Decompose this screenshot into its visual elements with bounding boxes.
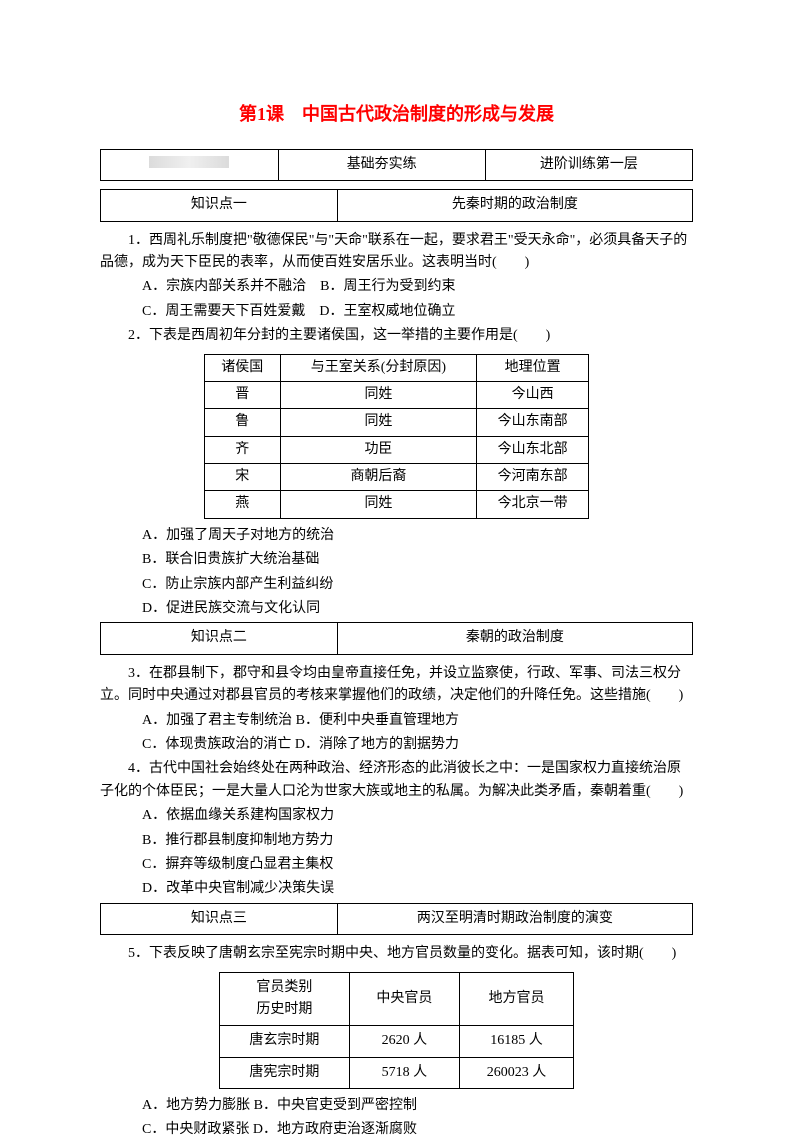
q1-text: 1．西周礼乐制度把"敬德保民"与"天命"联系在一起，要求君王"受天永命"，必须具… — [100, 230, 693, 275]
q4-optC: C．摒弃等级制度凸显君主集权 — [100, 854, 693, 876]
q4-text: 4．古代中国社会始终处在两种政治、经济形态的此消彼长之中：一是国家权力直接统治原… — [100, 758, 693, 803]
header-col2: 基础夯实练 — [278, 149, 485, 180]
q3-row1: A．加强了君主专制统治 B．便利中央垂直管理地方 — [100, 710, 693, 732]
page-title: 第1课 中国古代政治制度的形成与发展 — [100, 100, 693, 129]
q2-optB: B．联合旧贵族扩大统治基础 — [100, 549, 693, 571]
section3-label: 知识点三 — [101, 903, 338, 934]
header-table: 基础夯实练 进阶训练第一层 — [100, 149, 693, 181]
section1-table: 知识点一 先秦时期的政治制度 — [100, 189, 693, 221]
q2-optD: D．促进民族交流与文化认同 — [100, 598, 693, 620]
q1-row1: A．宗族内部关系并不融洽 B．周王行为受到约束 — [100, 276, 693, 298]
section2-table: 知识点二 秦朝的政治制度 — [100, 622, 693, 654]
q5-row2: C．中央财政紧张 D．地方政府吏治逐渐腐败 — [100, 1119, 693, 1141]
q4-optD: D．改革中央官制减少决策失误 — [100, 878, 693, 900]
q4-optA: A．依据血缘关系建构国家权力 — [100, 805, 693, 827]
header-col3: 进阶训练第一层 — [485, 149, 692, 180]
q2-table: 诸侯国 与王室关系(分封原因) 地理位置 晋同姓今山西 鲁同姓今山东南部 齐功臣… — [204, 354, 589, 519]
watermark — [149, 156, 229, 168]
q2-text: 2．下表是西周初年分封的主要诸侯国，这一举措的主要作用是( ) — [100, 325, 693, 347]
section2-label: 知识点二 — [101, 623, 338, 654]
q3-text: 3．在郡县制下，郡守和县令均由皇帝直接任免，并设立监察使，行政、军事、司法三权分… — [100, 663, 693, 708]
q2-optA: A．加强了周天子对地方的统治 — [100, 525, 693, 547]
q4-optB: B．推行郡县制度抑制地方势力 — [100, 830, 693, 852]
q1-row2: C．周王需要天下百姓爱戴 D．王室权威地位确立 — [100, 301, 693, 323]
section2-topic: 秦朝的政治制度 — [337, 623, 692, 654]
section1-topic: 先秦时期的政治制度 — [337, 190, 692, 221]
q5-text: 5．下表反映了唐朝玄宗至宪宗时期中央、地方官员数量的变化。据表可知，该时期( ) — [100, 943, 693, 965]
q2-optC: C．防止宗族内部产生利益纠纷 — [100, 574, 693, 596]
q3-row2: C．体现贵族政治的消亡 D．消除了地方的割据势力 — [100, 734, 693, 756]
section3-table: 知识点三 两汉至明清时期政治制度的演变 — [100, 903, 693, 935]
section3-topic: 两汉至明清时期政治制度的演变 — [337, 903, 692, 934]
section1-label: 知识点一 — [101, 190, 338, 221]
q5-row1: A．地方势力膨胀 B．中央官吏受到严密控制 — [100, 1095, 693, 1117]
q5-table: 官员类别 历史时期 中央官员 地方官员 唐玄宗时期2620 人16185 人 唐… — [219, 972, 575, 1090]
